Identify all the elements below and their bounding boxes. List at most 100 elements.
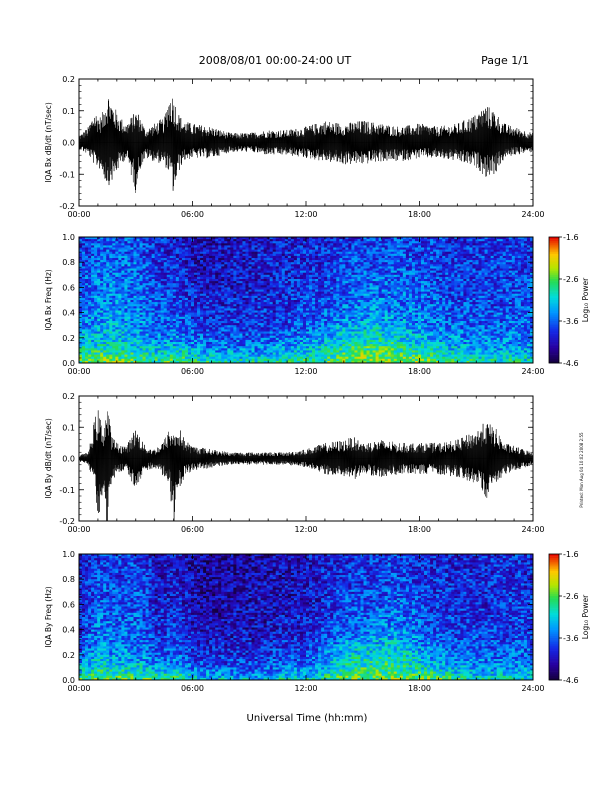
spectrogram-cell — [257, 289, 261, 292]
spectrogram-cell — [239, 293, 243, 297]
spectrogram-cell — [302, 331, 307, 334]
spectrogram-cell — [148, 335, 152, 339]
spectrogram-cell — [97, 352, 101, 355]
spectrogram-cell — [221, 354, 225, 358]
spectrogram-cell — [269, 283, 274, 286]
spectrogram-cell — [139, 321, 143, 324]
spectrogram-cell — [306, 348, 310, 351]
spectrogram-cell — [154, 253, 159, 257]
spectrogram-cell — [209, 337, 213, 341]
spectrogram-cell — [315, 270, 319, 274]
spectrogram-cell — [133, 260, 137, 263]
spectrogram-cell — [278, 302, 283, 305]
spectrogram-cell — [79, 283, 83, 286]
spectrogram-cell — [139, 356, 143, 360]
spectrogram-cell — [218, 304, 222, 307]
spectrogram-cell — [136, 335, 140, 339]
spectrogram-cell — [200, 327, 204, 330]
spectrogram-cell — [166, 274, 171, 278]
spectrogram-cell — [287, 291, 292, 295]
spectrogram-cell — [184, 291, 189, 295]
spectrogram-cell — [254, 308, 258, 311]
spectrogram-cell — [124, 289, 128, 292]
spectrogram-cell — [275, 318, 280, 322]
spectrogram-cell — [212, 293, 216, 297]
spectrogram-cell — [278, 243, 283, 246]
spectrogram-cell — [187, 346, 192, 349]
spectrogram-cell — [194, 283, 198, 286]
spectrogram-cell — [296, 239, 301, 242]
spectrogram-cell — [293, 306, 298, 309]
spectrogram-cell — [197, 297, 201, 301]
spectrogram-cell — [206, 266, 210, 269]
spectrogram-cell — [278, 308, 283, 311]
spectrogram-cell — [306, 243, 310, 246]
spectrogram-cell — [160, 260, 165, 263]
spectrogram-cell — [184, 281, 189, 284]
spectrogram-cell — [115, 337, 119, 341]
spectrogram-cell — [151, 306, 156, 309]
spectrogram-cell — [136, 287, 140, 290]
spectrogram-cell — [306, 352, 310, 355]
spectrogram-cell — [97, 358, 101, 362]
spectrogram-cell — [148, 314, 152, 318]
spectrogram-cell — [184, 274, 189, 278]
spectrogram-cell — [100, 339, 104, 343]
spectrogram-cell — [281, 350, 286, 353]
spectrogram-cell — [97, 260, 101, 263]
spectrogram-cell — [275, 297, 280, 301]
spectrogram-cell — [233, 279, 237, 282]
spectrogram-cell — [106, 274, 110, 278]
spectrogram-cell — [272, 308, 277, 311]
spectrogram-cell — [212, 329, 216, 332]
spectrogram-cell — [257, 281, 261, 284]
spectrogram-cell — [242, 291, 246, 295]
spectrogram-cell — [257, 287, 261, 290]
spectrogram-cell — [79, 329, 83, 332]
spectrogram-cell — [272, 314, 277, 318]
spectrogram-cell — [315, 352, 319, 355]
spectrogram-cell — [272, 266, 277, 269]
spectrogram-cell — [275, 293, 280, 297]
spectrogram-cell — [227, 360, 231, 364]
spectrogram-cell — [272, 325, 277, 328]
spectrogram-cell — [181, 293, 186, 297]
spectrogram-cell — [148, 350, 152, 353]
spectrogram-cell — [109, 253, 113, 257]
spectrogram-cell — [169, 342, 174, 345]
spectrogram-cell — [242, 308, 246, 311]
spectrogram-cell — [215, 291, 219, 295]
spectrogram-cell — [184, 302, 189, 305]
spectrogram-cell — [221, 333, 225, 337]
spectrogram-cell — [133, 325, 137, 328]
spectrogram-cell — [242, 266, 246, 269]
spectrogram-cell — [112, 249, 116, 253]
spectrogram-cell — [94, 327, 98, 330]
spectrogram-cell — [106, 342, 110, 345]
spectrogram-cell — [275, 272, 280, 276]
spectrogram-cell — [224, 262, 228, 265]
spectrogram-cell — [248, 316, 252, 320]
spectrogram-cell — [100, 348, 104, 351]
spectrogram-cell — [269, 274, 274, 278]
spectrogram-cell — [187, 293, 192, 297]
spectrogram-cell — [139, 268, 143, 271]
spectrogram-cell — [239, 333, 243, 337]
spectrogram-cell — [290, 342, 295, 345]
spectrogram-cell — [145, 358, 149, 362]
spectrogram-cell — [284, 249, 289, 253]
spectrogram-cell — [221, 358, 225, 362]
spectrogram-cell — [284, 285, 289, 288]
spectrogram-cell — [178, 281, 183, 284]
spectrogram-cell — [251, 255, 255, 259]
spectrogram-cell — [85, 358, 89, 362]
spectrogram-cell — [309, 360, 313, 364]
spectrogram-cell — [97, 253, 101, 257]
spectrogram-cell — [163, 251, 168, 255]
spectrogram-cell — [145, 239, 149, 242]
spectrogram-cell — [236, 304, 240, 307]
spectrogram-cell — [175, 346, 180, 349]
spectrogram-cell — [324, 251, 328, 255]
spectrogram-cell — [127, 287, 131, 290]
y-tick-label: -0.2 — [59, 202, 75, 211]
